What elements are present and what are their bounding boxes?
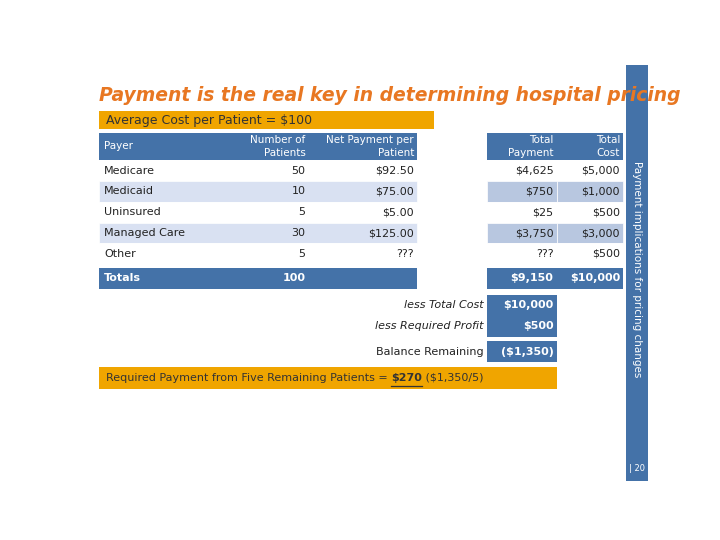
Text: less Total Cost: less Total Cost: [404, 300, 484, 310]
FancyBboxPatch shape: [99, 132, 417, 160]
FancyBboxPatch shape: [487, 341, 557, 362]
Text: $3,750: $3,750: [515, 228, 554, 238]
FancyBboxPatch shape: [99, 268, 417, 289]
Text: $3,000: $3,000: [582, 228, 620, 238]
Text: $500: $500: [592, 249, 620, 259]
FancyBboxPatch shape: [487, 202, 557, 222]
FancyBboxPatch shape: [99, 160, 417, 181]
FancyBboxPatch shape: [99, 222, 417, 244]
FancyBboxPatch shape: [487, 244, 557, 264]
FancyBboxPatch shape: [557, 160, 624, 181]
FancyBboxPatch shape: [487, 295, 557, 316]
Text: $10,000: $10,000: [570, 273, 620, 284]
Text: less Required Profit: less Required Profit: [375, 321, 484, 331]
Text: | 20: | 20: [629, 464, 645, 473]
Text: 5: 5: [299, 249, 305, 259]
Text: Payer: Payer: [104, 141, 133, 151]
FancyBboxPatch shape: [487, 132, 557, 160]
Text: $9,150: $9,150: [510, 273, 554, 284]
Text: $1,000: $1,000: [582, 186, 620, 197]
FancyBboxPatch shape: [557, 268, 624, 289]
FancyBboxPatch shape: [99, 367, 557, 389]
Text: Net Payment per
Patient: Net Payment per Patient: [326, 135, 414, 158]
Text: $92.50: $92.50: [375, 166, 414, 176]
FancyBboxPatch shape: [557, 244, 624, 264]
Text: Total
Payment: Total Payment: [508, 135, 554, 158]
Text: $5.00: $5.00: [382, 207, 414, 217]
Text: 100: 100: [282, 273, 305, 284]
Text: Average Cost per Patient = $100: Average Cost per Patient = $100: [106, 114, 312, 127]
Text: 10: 10: [292, 186, 305, 197]
Text: Totals: Totals: [104, 273, 141, 284]
Text: 30: 30: [292, 228, 305, 238]
Text: Payment is the real key in determining hospital pricing: Payment is the real key in determining h…: [99, 85, 681, 105]
Text: ???: ???: [396, 249, 414, 259]
Text: ($1,350): ($1,350): [500, 347, 554, 356]
Text: $5,000: $5,000: [582, 166, 620, 176]
Text: Medicare: Medicare: [104, 166, 155, 176]
Text: ($1,350/5): ($1,350/5): [422, 373, 483, 383]
FancyBboxPatch shape: [557, 222, 624, 244]
FancyBboxPatch shape: [557, 132, 624, 160]
FancyBboxPatch shape: [99, 244, 417, 264]
FancyBboxPatch shape: [99, 111, 434, 130]
FancyBboxPatch shape: [487, 181, 557, 202]
FancyBboxPatch shape: [487, 160, 557, 181]
FancyBboxPatch shape: [99, 202, 417, 222]
Text: Managed Care: Managed Care: [104, 228, 185, 238]
Text: $500: $500: [592, 207, 620, 217]
FancyBboxPatch shape: [557, 202, 624, 222]
FancyBboxPatch shape: [487, 268, 557, 289]
Text: $500: $500: [523, 321, 554, 331]
Text: Uninsured: Uninsured: [104, 207, 161, 217]
Text: Required Payment from Five Remaining Patients =: Required Payment from Five Remaining Pat…: [106, 373, 391, 383]
Text: $10,000: $10,000: [503, 300, 554, 310]
FancyBboxPatch shape: [626, 65, 648, 481]
Text: ???: ???: [536, 249, 554, 259]
Text: 50: 50: [292, 166, 305, 176]
Text: 5: 5: [299, 207, 305, 217]
Text: Number of
Patients: Number of Patients: [251, 135, 305, 158]
FancyBboxPatch shape: [487, 316, 557, 336]
Text: Total
Cost: Total Cost: [595, 135, 620, 158]
Text: Medicaid: Medicaid: [104, 186, 154, 197]
Text: $75.00: $75.00: [375, 186, 414, 197]
Text: $4,625: $4,625: [515, 166, 554, 176]
FancyBboxPatch shape: [99, 181, 417, 202]
Text: $125.00: $125.00: [368, 228, 414, 238]
Text: Other: Other: [104, 249, 135, 259]
Text: Balance Remaining: Balance Remaining: [376, 347, 484, 356]
Text: Payment implications for pricing changes: Payment implications for pricing changes: [632, 161, 642, 377]
Text: $750: $750: [526, 186, 554, 197]
FancyBboxPatch shape: [557, 181, 624, 202]
FancyBboxPatch shape: [487, 222, 557, 244]
Text: $25: $25: [532, 207, 554, 217]
Text: $270: $270: [391, 373, 422, 383]
